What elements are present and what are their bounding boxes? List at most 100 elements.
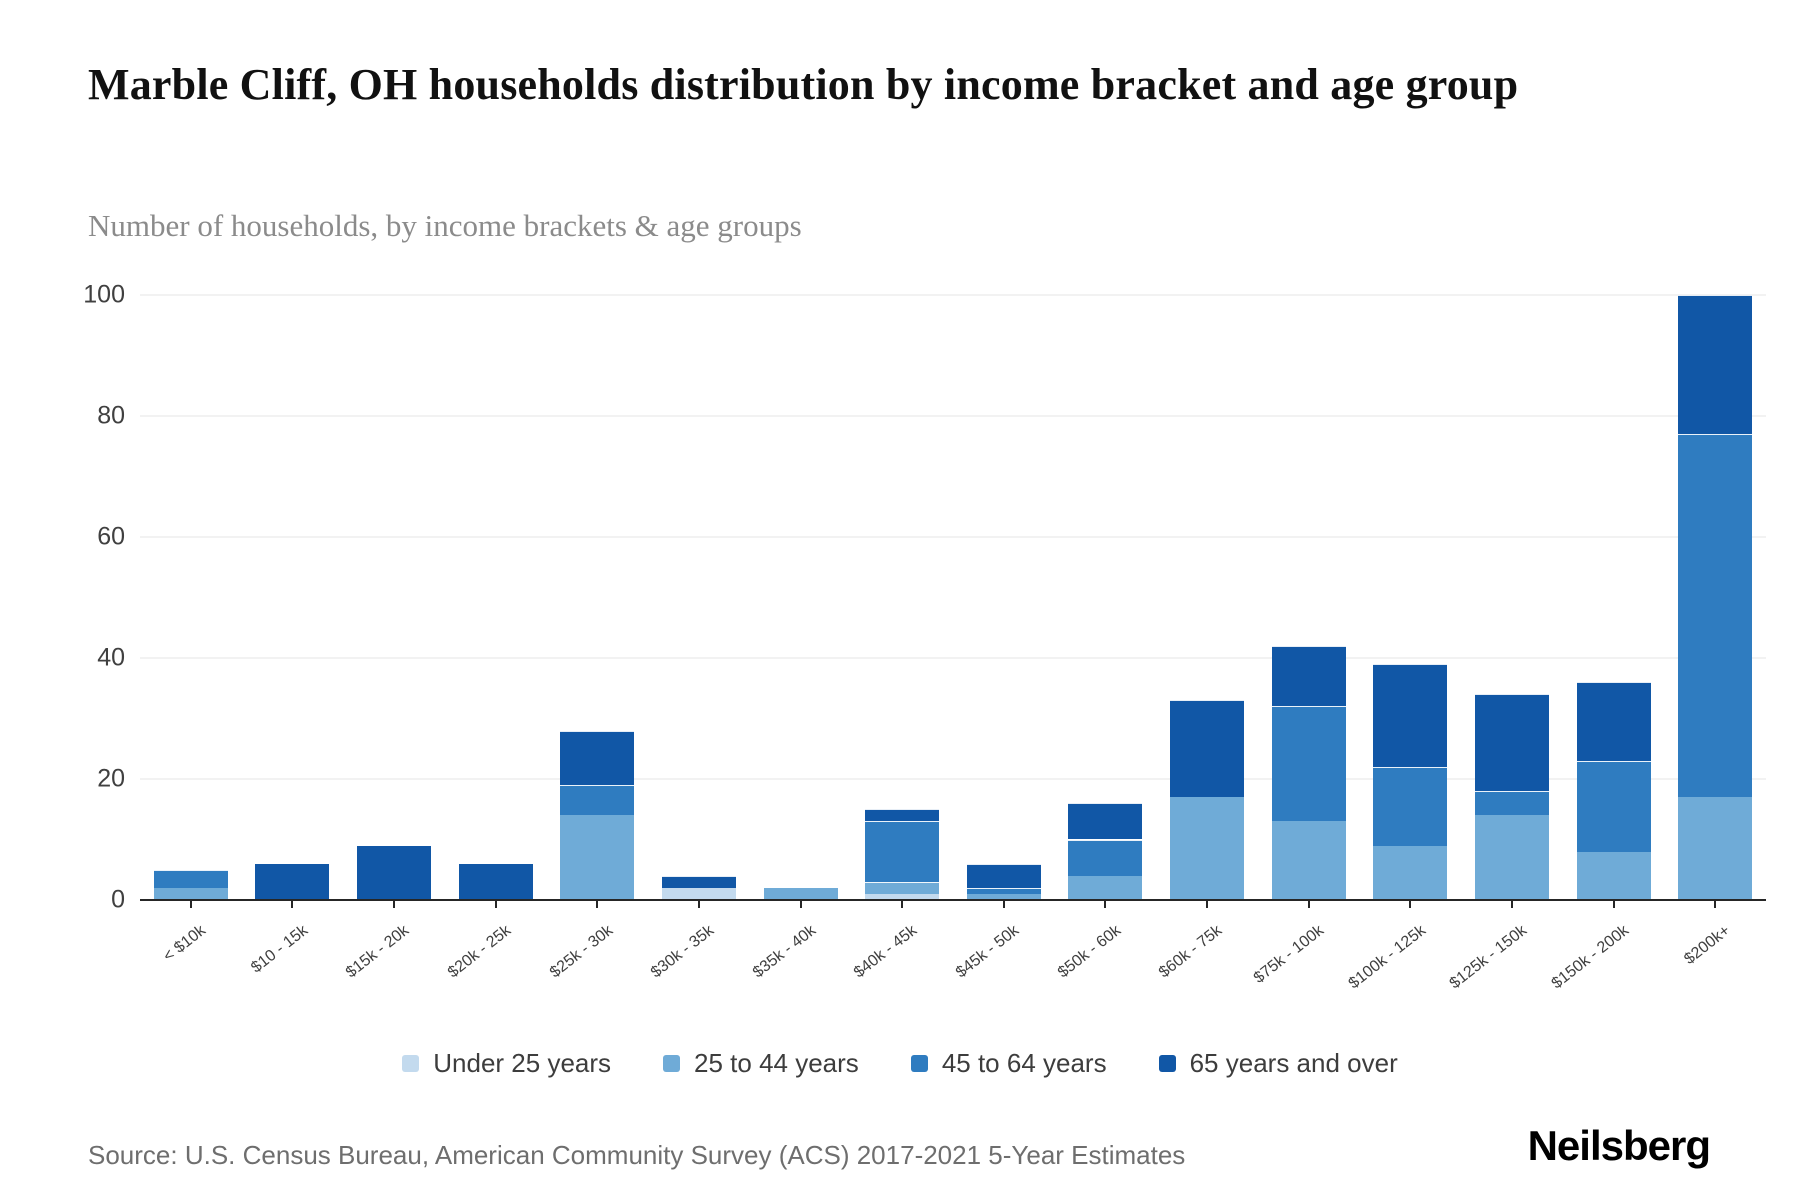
chart-subtitle: Number of households, by income brackets… xyxy=(88,208,802,243)
x-axis-tick xyxy=(697,900,700,908)
bar-segment-45-to-64-years[interactable] xyxy=(153,869,228,888)
source-text: Source: U.S. Census Bureau, American Com… xyxy=(88,1140,1186,1170)
x-axis-label--25k-30k: $25k - 30k xyxy=(546,922,616,982)
x-axis-line xyxy=(140,899,1766,901)
bar-segment-45-to-64-years[interactable] xyxy=(1068,839,1143,876)
bar-segment-65-years-and-over[interactable] xyxy=(1170,700,1245,798)
gridline-y-80 xyxy=(140,415,1766,417)
x-axis-tick xyxy=(393,900,396,908)
legend-label: 65 years and over xyxy=(1189,1048,1398,1078)
legend-item-25-to-44-years[interactable]: 25 to 44 years xyxy=(663,1048,859,1079)
bar-segment-25-to-44-years[interactable] xyxy=(1068,875,1143,900)
bar--200k+[interactable] xyxy=(1678,295,1753,900)
bar-segment-65-years-and-over[interactable] xyxy=(966,863,1041,888)
x-axis-tick xyxy=(1409,900,1412,908)
x-axis-tick xyxy=(1104,900,1107,908)
bar--25k-30k[interactable] xyxy=(560,730,635,900)
bar-segment-25-to-44-years[interactable] xyxy=(560,815,635,900)
bar-segment-65-years-and-over[interactable] xyxy=(661,875,736,888)
bar-segment-25-to-44-years[interactable] xyxy=(865,881,940,894)
bar-segment-25-to-44-years[interactable] xyxy=(153,887,228,900)
legend-item-65-years-and-over[interactable]: 65 years and over xyxy=(1158,1048,1398,1079)
x-axis-label--15k-20k: $15k - 20k xyxy=(343,922,413,982)
bar-segment-25-to-44-years[interactable] xyxy=(1271,821,1346,900)
bar-segment-45-to-64-years[interactable] xyxy=(1474,791,1549,816)
bar--15k-20k[interactable] xyxy=(357,845,432,900)
bar-segment-65-years-and-over[interactable] xyxy=(1678,295,1753,435)
x-axis-tick xyxy=(596,900,599,908)
bar-segment-65-years-and-over[interactable] xyxy=(255,863,330,900)
x-axis-label--150k-200k: $150k - 200k xyxy=(1548,922,1633,993)
bar-segment-25-to-44-years[interactable] xyxy=(1474,815,1549,900)
bar--20k-25k[interactable] xyxy=(458,863,533,900)
bar-segment-65-years-and-over[interactable] xyxy=(1373,664,1448,767)
bar--75k-100k[interactable] xyxy=(1271,645,1346,900)
x-axis-label--75k-100k: $75k - 100k xyxy=(1250,922,1328,987)
x-axis-tick xyxy=(901,900,904,908)
x-axis-tick xyxy=(291,900,294,908)
bar-segment-45-to-64-years[interactable] xyxy=(1576,760,1651,852)
bar--100k-125k[interactable] xyxy=(1373,664,1448,900)
bar-segment-under-25-years[interactable] xyxy=(661,887,736,900)
bar-segment-under-25-years[interactable] xyxy=(865,893,940,900)
x-axis-label--40k-45k: $40k - 45k xyxy=(851,922,921,982)
x-axis-tick xyxy=(1307,900,1310,908)
legend-item-45-to-64-years[interactable]: 45 to 64 years xyxy=(910,1048,1107,1079)
bar--150k-200k[interactable] xyxy=(1576,682,1651,900)
chart-title: Marble Cliff, OH households distribution… xyxy=(88,60,1519,109)
bar--40k-45k[interactable] xyxy=(865,809,940,900)
x-axis-tick xyxy=(1206,900,1209,908)
x-axis-label--10-15k: $10 - 15k xyxy=(247,922,311,977)
bar-segment-65-years-and-over[interactable] xyxy=(1576,682,1651,761)
bar-segment-65-years-and-over[interactable] xyxy=(560,730,635,786)
brand-logo: Neilsberg xyxy=(1527,1122,1711,1169)
bar-segment-65-years-and-over[interactable] xyxy=(357,845,432,900)
x-axis-label--45k-50k: $45k - 50k xyxy=(952,922,1023,982)
bar-segment-25-to-44-years[interactable] xyxy=(1678,797,1753,900)
bar-segment-25-to-44-years[interactable] xyxy=(1170,797,1245,900)
bar-segment-25-to-44-years[interactable] xyxy=(763,887,838,900)
bar-segment-65-years-and-over[interactable] xyxy=(1271,645,1346,707)
bar-segment-25-to-44-years[interactable] xyxy=(1576,851,1651,900)
bar-segment-45-to-64-years[interactable] xyxy=(1271,706,1346,822)
gridline-y-60 xyxy=(140,536,1766,538)
bar--125k-150k[interactable] xyxy=(1474,694,1549,900)
gridline-y-40 xyxy=(140,657,1766,659)
bar--10-15k[interactable] xyxy=(255,863,330,900)
y-axis-tick-label-0: 0 xyxy=(111,885,125,914)
legend-label: 25 to 44 years xyxy=(694,1048,859,1078)
x-axis-label--50k-60k: $50k - 60k xyxy=(1054,922,1124,982)
x-axis-tick xyxy=(1714,900,1717,908)
bar--60k-75k[interactable] xyxy=(1170,700,1245,900)
legend-swatch-icon xyxy=(910,1055,928,1072)
gridline-y-100 xyxy=(140,294,1766,296)
y-axis-tick-label-80: 80 xyxy=(97,401,125,430)
bar-segment-65-years-and-over[interactable] xyxy=(865,809,940,822)
bar--30k-35k[interactable] xyxy=(661,875,736,900)
y-axis-tick-label-100: 100 xyxy=(83,280,125,309)
bar-segment-65-years-and-over[interactable] xyxy=(458,863,533,900)
y-axis-tick-label-60: 60 xyxy=(97,522,125,551)
bar-segment-45-to-64-years[interactable] xyxy=(560,785,635,816)
bar-segment-25-to-44-years[interactable] xyxy=(966,893,1041,900)
legend-item-under-25-years[interactable]: Under 25 years xyxy=(402,1048,611,1079)
bar--50k-60k[interactable] xyxy=(1068,803,1143,900)
x-axis-label--10k: < $10k xyxy=(160,922,210,966)
bar--45k-50k[interactable] xyxy=(966,863,1041,900)
x-axis-label--100k-125k: $100k - 125k xyxy=(1345,922,1429,993)
bar-segment-45-to-64-years[interactable] xyxy=(1678,434,1753,798)
bar--10k[interactable] xyxy=(153,869,228,900)
bar-segment-45-to-64-years[interactable] xyxy=(1373,766,1448,846)
bar--35k-40k[interactable] xyxy=(763,887,838,900)
legend-swatch-icon xyxy=(402,1055,420,1072)
bar-segment-65-years-and-over[interactable] xyxy=(1068,803,1143,840)
legend-label: 45 to 64 years xyxy=(941,1048,1107,1078)
x-axis-label--35k-40k: $35k - 40k xyxy=(749,922,820,982)
x-axis-label--30k-35k: $30k - 35k xyxy=(648,922,718,982)
bar-segment-25-to-44-years[interactable] xyxy=(1373,845,1448,900)
bar-segment-65-years-and-over[interactable] xyxy=(1474,694,1549,792)
bar-segment-45-to-64-years[interactable] xyxy=(966,887,1041,894)
bar-segment-45-to-64-years[interactable] xyxy=(865,821,940,882)
